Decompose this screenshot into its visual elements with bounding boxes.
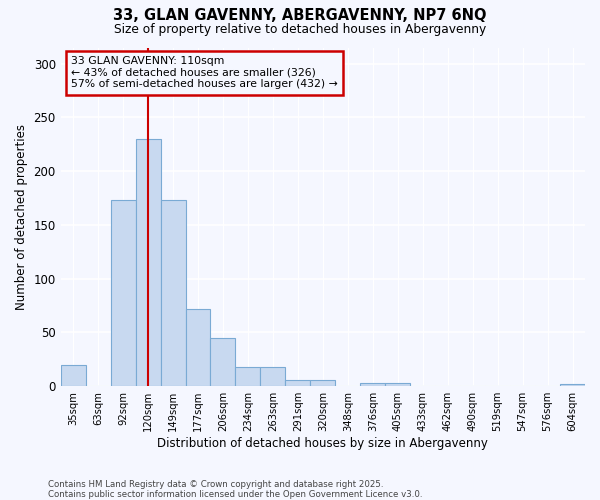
Bar <box>385 383 410 386</box>
Bar <box>61 364 86 386</box>
Text: Size of property relative to detached houses in Abergavenny: Size of property relative to detached ho… <box>114 22 486 36</box>
Text: 33, GLAN GAVENNY, ABERGAVENNY, NP7 6NQ: 33, GLAN GAVENNY, ABERGAVENNY, NP7 6NQ <box>113 8 487 22</box>
Bar <box>286 380 310 386</box>
Bar <box>235 367 260 386</box>
Text: 33 GLAN GAVENNY: 110sqm
← 43% of detached houses are smaller (326)
57% of semi-d: 33 GLAN GAVENNY: 110sqm ← 43% of detache… <box>71 56 338 89</box>
X-axis label: Distribution of detached houses by size in Abergavenny: Distribution of detached houses by size … <box>157 437 488 450</box>
Text: Contains HM Land Registry data © Crown copyright and database right 2025.: Contains HM Land Registry data © Crown c… <box>48 480 383 489</box>
Text: Contains public sector information licensed under the Open Government Licence v3: Contains public sector information licen… <box>48 490 422 499</box>
Bar <box>211 338 235 386</box>
Bar <box>161 200 185 386</box>
Bar <box>110 200 136 386</box>
Bar <box>360 383 385 386</box>
Bar <box>136 139 161 386</box>
Bar <box>560 384 585 386</box>
Bar <box>260 367 286 386</box>
Bar <box>310 380 335 386</box>
Y-axis label: Number of detached properties: Number of detached properties <box>15 124 28 310</box>
Bar <box>185 309 211 386</box>
